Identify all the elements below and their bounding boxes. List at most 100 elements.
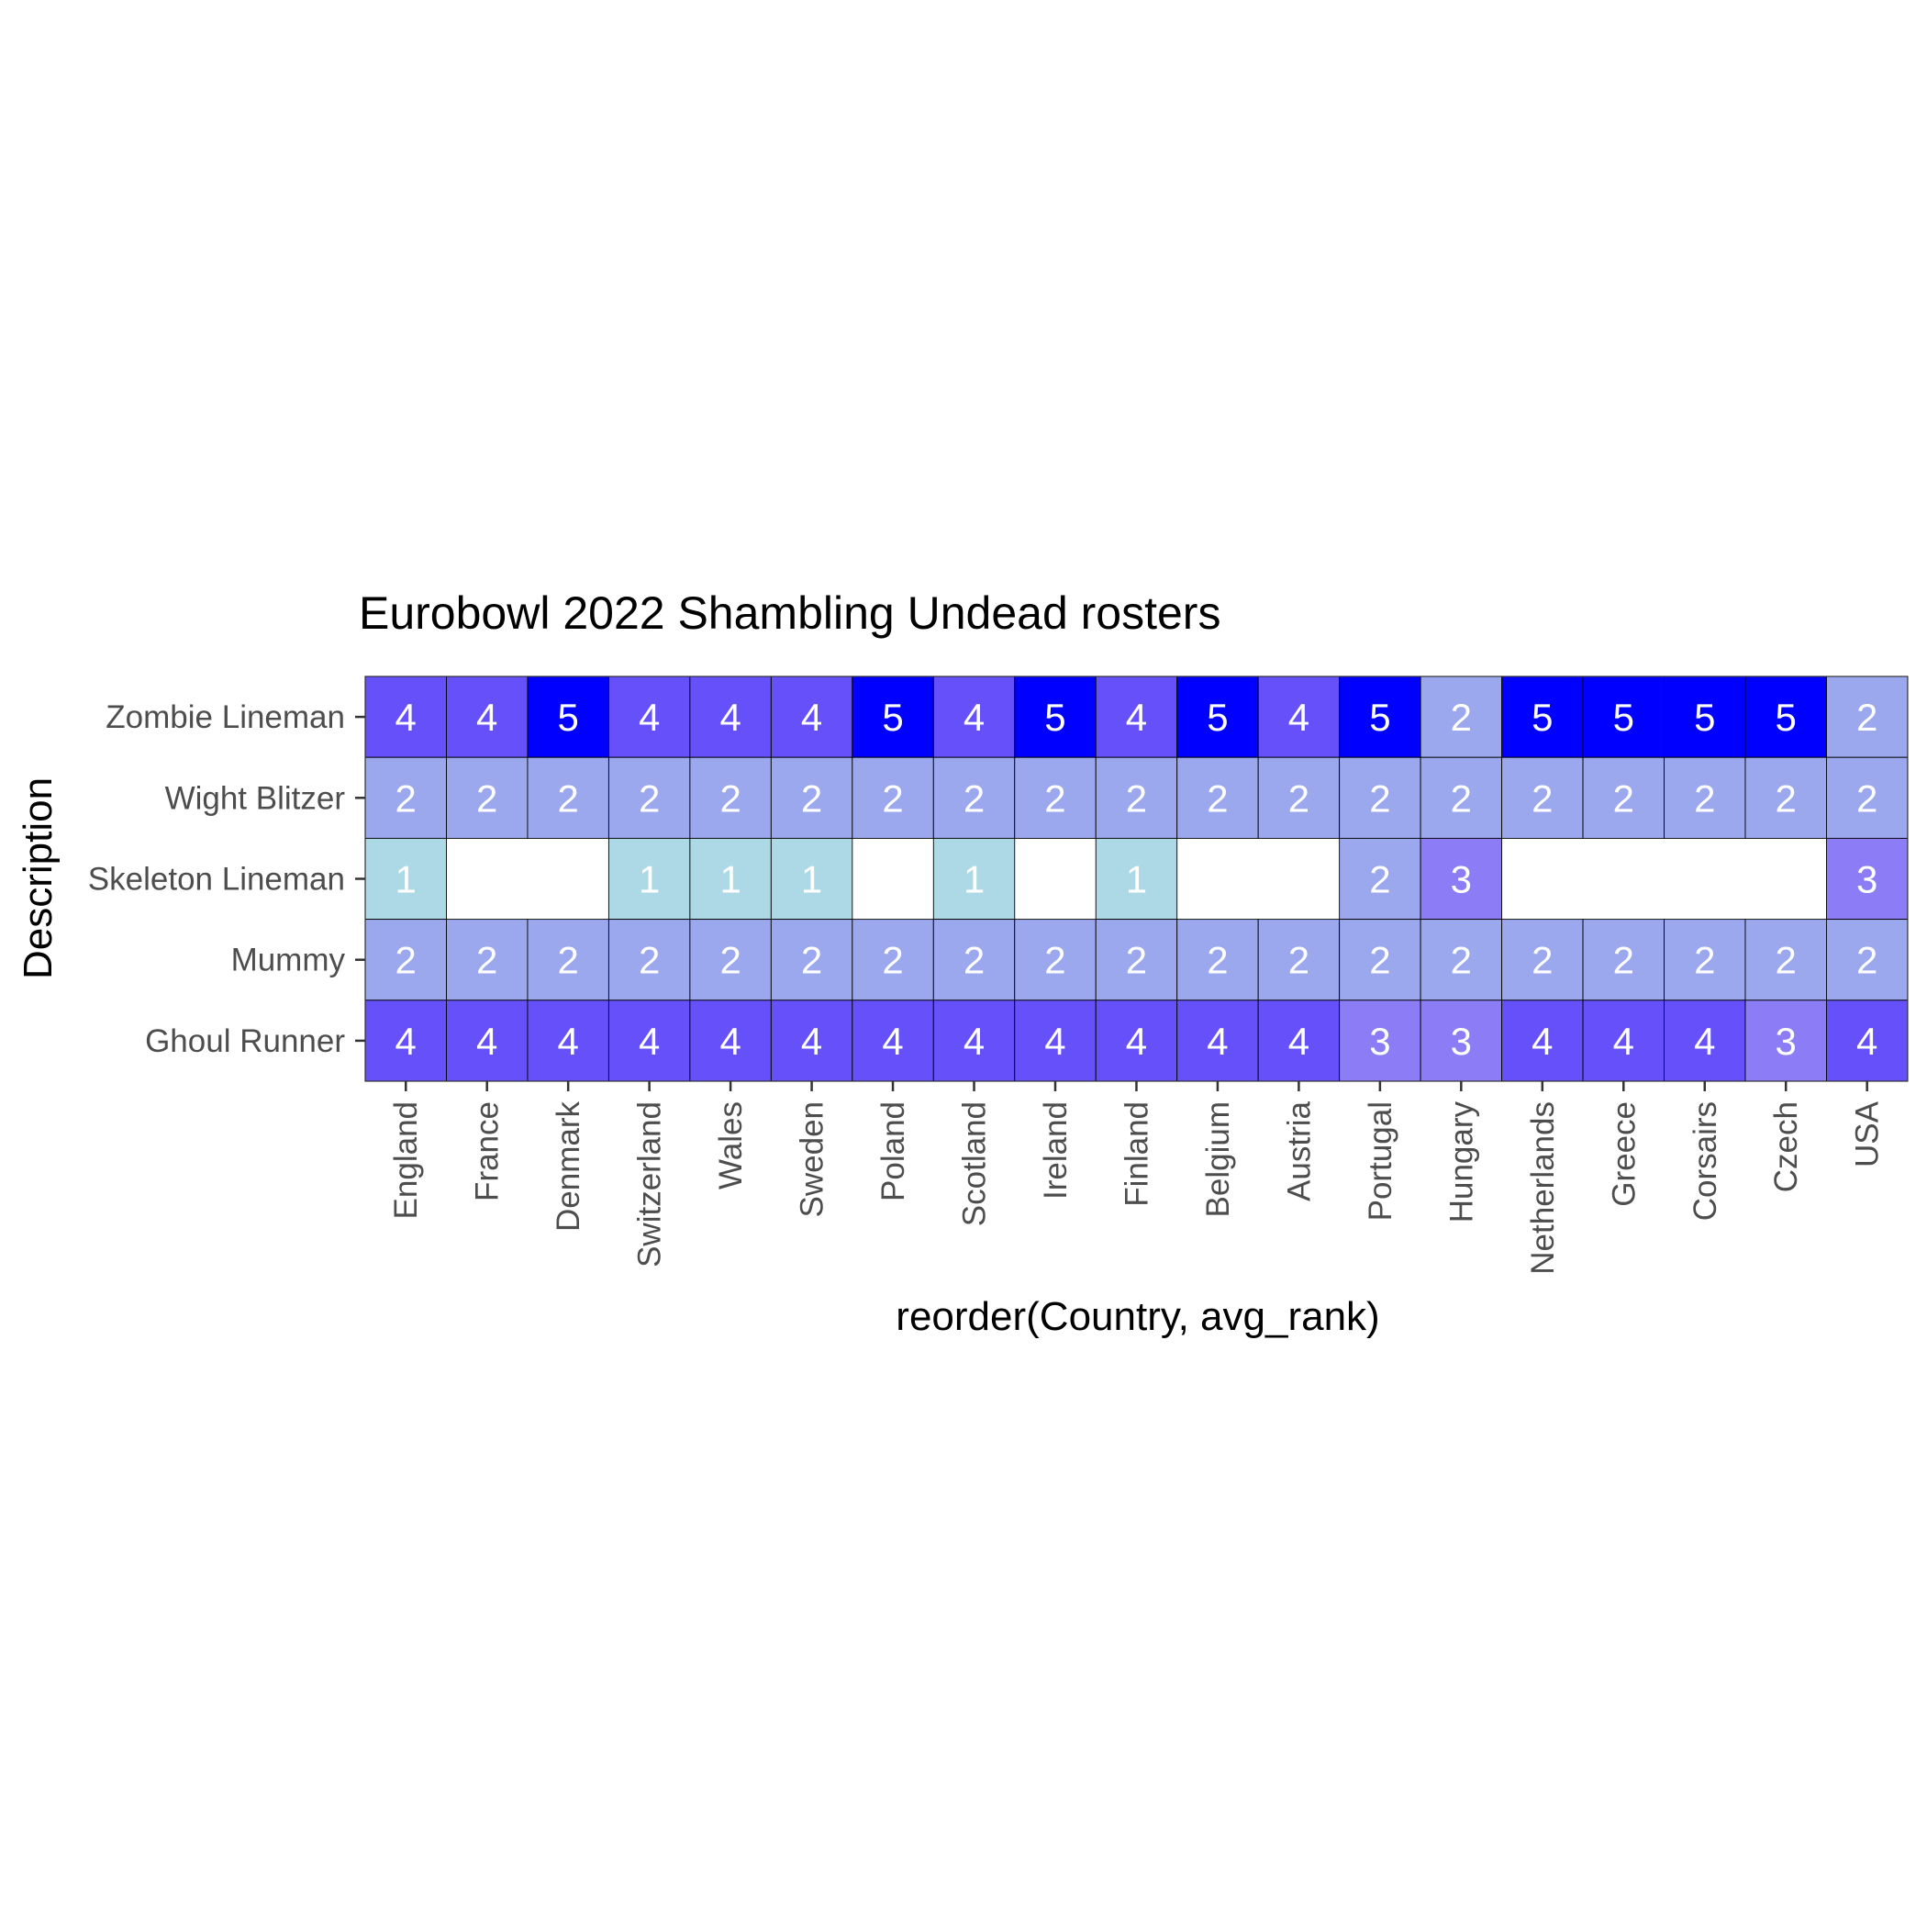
- cell-value-label: 1: [1126, 858, 1147, 901]
- cell-value-label: 4: [1207, 1020, 1228, 1063]
- tile-zombie-lineman-scotland: [932, 676, 1016, 758]
- cell-value-label: 4: [719, 1020, 741, 1063]
- cell-value-label: 2: [1369, 939, 1390, 982]
- cell-value-label: 2: [1532, 939, 1553, 982]
- tile-zombie-lineman-austria: [1257, 676, 1341, 758]
- tile-ghoul-runner-switzerland: [607, 1000, 691, 1082]
- tile-mummy-poland: [852, 919, 934, 1001]
- tile-zombie-lineman-greece: [1582, 676, 1665, 758]
- tile-mummy-austria: [1257, 919, 1341, 1001]
- cell-value-label: 3: [1776, 1020, 1797, 1063]
- cell-value-label: 4: [1288, 1020, 1309, 1063]
- tile-skeleton-lineman-switzerland: [607, 837, 691, 921]
- cell-value-label: 2: [1044, 939, 1065, 982]
- cell-value-label: 3: [1369, 1020, 1390, 1063]
- tile-skeleton-lineman-hungary: [1420, 837, 1503, 921]
- tile-skeleton-lineman-usa: [1826, 837, 1909, 921]
- cell-value-label: 5: [1369, 696, 1390, 739]
- cell-value-label: 2: [1288, 939, 1309, 982]
- cell-value-label: 4: [639, 1020, 660, 1063]
- cell-value-label: 4: [1126, 1020, 1147, 1063]
- cell-value-label: 2: [395, 776, 417, 820]
- x-tick-label: Portugal: [1363, 1101, 1398, 1221]
- tile-wight-blitzer-usa: [1826, 756, 1909, 839]
- cell-value-label: 3: [1856, 858, 1877, 901]
- cell-value-label: 4: [801, 696, 822, 739]
- y-tick-label: Wight Blitzer: [165, 780, 346, 816]
- cell-value-label: 4: [1613, 1020, 1634, 1063]
- cell-value-label: 2: [1451, 939, 1472, 982]
- cell-value-label: 2: [1856, 939, 1877, 982]
- tile-zombie-lineman-finland: [1095, 676, 1178, 758]
- tile-wight-blitzer-poland: [852, 756, 934, 839]
- tile-mummy-france: [446, 919, 529, 1001]
- tile-zombie-lineman-corsairs: [1664, 676, 1746, 758]
- tile-ghoul-runner-scotland: [932, 1000, 1016, 1082]
- x-tick-label: Scotland: [957, 1101, 993, 1226]
- tile-zombie-lineman-czech: [1744, 676, 1827, 758]
- tile-zombie-lineman-usa: [1826, 676, 1909, 758]
- tile-wight-blitzer-ireland: [1014, 756, 1097, 839]
- cell-value-label: 1: [639, 858, 660, 901]
- tile-zombie-lineman-sweden: [770, 676, 853, 758]
- tile-mummy-portugal: [1339, 919, 1421, 1001]
- cell-value-label: 2: [964, 776, 985, 820]
- cell-value-label: 2: [882, 776, 903, 820]
- cell-value-label: 2: [801, 776, 822, 820]
- x-tick-label: Belgium: [1200, 1101, 1236, 1217]
- cell-value-label: 2: [1126, 939, 1147, 982]
- cell-value-label: 2: [476, 939, 497, 982]
- y-tick-label: Skeleton Lineman: [88, 862, 345, 898]
- cell-value-label: 2: [1532, 776, 1553, 820]
- tile-wight-blitzer-wales: [689, 756, 772, 839]
- cell-value-label: 4: [719, 696, 741, 739]
- tile-skeleton-lineman-portugal: [1339, 837, 1421, 921]
- cell-value-label: 5: [1694, 696, 1715, 739]
- x-tick-label: Ireland: [1038, 1101, 1074, 1200]
- tile-ghoul-runner-hungary: [1420, 1000, 1503, 1082]
- cell-value-label: 2: [1369, 776, 1390, 820]
- cell-value-label: 4: [964, 1020, 985, 1063]
- cell-value-label: 5: [1532, 696, 1553, 739]
- tile-ghoul-runner-ireland: [1014, 1000, 1097, 1082]
- x-tick-label: Greece: [1606, 1101, 1642, 1207]
- cell-value-label: 2: [1613, 939, 1634, 982]
- cell-value-label: 4: [395, 696, 417, 739]
- tile-wight-blitzer-greece: [1582, 756, 1665, 839]
- heatmap-tiles: [364, 676, 1909, 1082]
- tile-wight-blitzer-finland: [1095, 756, 1178, 839]
- x-tick-label: USA: [1850, 1100, 1886, 1167]
- cell-value-label: 2: [882, 939, 903, 982]
- x-tick-label: France: [470, 1101, 506, 1201]
- cell-value-label: 5: [558, 696, 579, 739]
- tile-wight-blitzer-corsairs: [1664, 756, 1746, 839]
- y-axis-title: Description: [16, 777, 61, 979]
- x-tick-label: Corsairs: [1688, 1101, 1723, 1221]
- x-axis-title: reorder(Country, avg_rank): [896, 1294, 1379, 1339]
- x-tick-label: Wales: [713, 1101, 749, 1189]
- cell-value-label: 2: [558, 776, 579, 820]
- y-tick-label: Mummy: [231, 943, 346, 978]
- tile-wight-blitzer-hungary: [1420, 756, 1503, 839]
- cell-value-label: 5: [1044, 696, 1065, 739]
- y-tick-label: Ghoul Runner: [145, 1023, 345, 1059]
- cell-value-label: 2: [801, 939, 822, 982]
- tile-ghoul-runner-poland: [852, 1000, 934, 1082]
- cell-value-label: 2: [1694, 939, 1715, 982]
- tile-skeleton-lineman-sweden: [770, 837, 853, 921]
- tile-mummy-corsairs: [1664, 919, 1746, 1001]
- tile-ghoul-runner-sweden: [770, 1000, 853, 1082]
- cell-value-label: 4: [558, 1020, 579, 1063]
- cell-value-label: 2: [558, 939, 579, 982]
- tile-zombie-lineman-portugal: [1339, 676, 1421, 758]
- tile-mummy-ireland: [1014, 919, 1097, 1001]
- cell-value-label: 2: [1856, 776, 1877, 820]
- tile-ghoul-runner-usa: [1826, 1000, 1909, 1082]
- cell-value-label: 4: [1044, 1020, 1065, 1063]
- cell-value-label: 2: [964, 939, 985, 982]
- cell-value-label: 3: [1451, 1020, 1472, 1063]
- tile-skeleton-lineman-wales: [689, 837, 772, 921]
- tile-skeleton-lineman-england: [364, 837, 447, 921]
- tile-ghoul-runner-czech: [1744, 1000, 1827, 1082]
